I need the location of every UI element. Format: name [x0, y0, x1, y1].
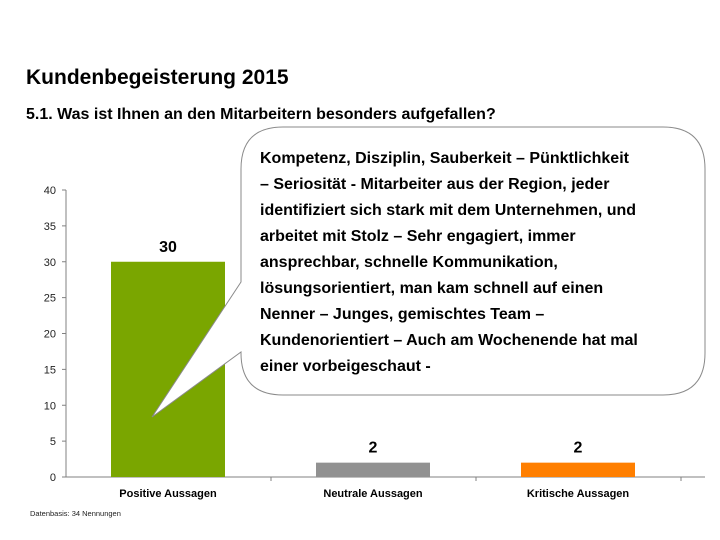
data-label: 2	[369, 440, 378, 457]
x-tick-label: Kritische Aussagen	[527, 488, 630, 500]
y-tick-label: 15	[44, 364, 56, 376]
y-tick-label: 30	[44, 257, 56, 269]
data-labels: 30 2 2	[159, 239, 582, 457]
bar-neutrale-aussagen	[316, 462, 430, 477]
callout-line: Kompetenz, Disziplin, Sauberkeit – Pünkt…	[260, 150, 629, 167]
y-tick-label: 0	[50, 472, 56, 484]
y-tick-label: 5	[50, 436, 56, 448]
callout-line: einer vorbeigeschaut -	[260, 358, 431, 375]
callout-line: – Seriosität - Mitarbeiter aus der Regio…	[260, 176, 610, 193]
y-tick-label: 10	[44, 400, 56, 412]
page-subtitle: 5.1. Was ist Ihnen an den Mitarbeitern b…	[26, 106, 496, 123]
speech-bubble-callout	[151, 126, 706, 418]
callout-text: Kompetenz, Disziplin, Sauberkeit – Pünkt…	[260, 146, 700, 380]
callout-line: Nenner – Junges, gemischtes Team –	[260, 306, 545, 323]
x-axis	[62, 476, 705, 481]
x-tick-label: Neutrale Aussagen	[323, 488, 423, 500]
data-label: 30	[159, 239, 177, 256]
callout-line: Kundenorientiert – Auch am Wochenende ha…	[260, 332, 638, 349]
y-tick-label: 25	[44, 293, 56, 305]
y-tick-label: 35	[44, 221, 56, 233]
y-tick-label: 40	[44, 185, 56, 197]
callout-line: arbeitet mit Stolz – Sehr engagiert, imm…	[260, 228, 576, 245]
callout-line: lösungsorientiert, man kam schnell auf e…	[260, 280, 604, 297]
page-title: Kundenbegeisterung 2015	[26, 66, 289, 89]
bar-kritische-aussagen	[521, 462, 635, 477]
y-tick-label: 20	[44, 329, 56, 341]
x-tick-label: Positive Aussagen	[119, 488, 217, 500]
callout-line: identifiziert sich stark mit dem Unterne…	[260, 202, 637, 219]
footnote-data-basis: Datenbasis: 34 Nennungen	[30, 509, 121, 518]
data-label: 2	[574, 440, 583, 457]
callout-line: ansprechbar, schnelle Kommunikation,	[260, 254, 558, 271]
y-axis: 0 5 10 15 20 25 30 35 40	[44, 185, 67, 484]
x-tick-labels: Positive Aussagen Neutrale Aussagen Kritis…	[119, 488, 629, 500]
